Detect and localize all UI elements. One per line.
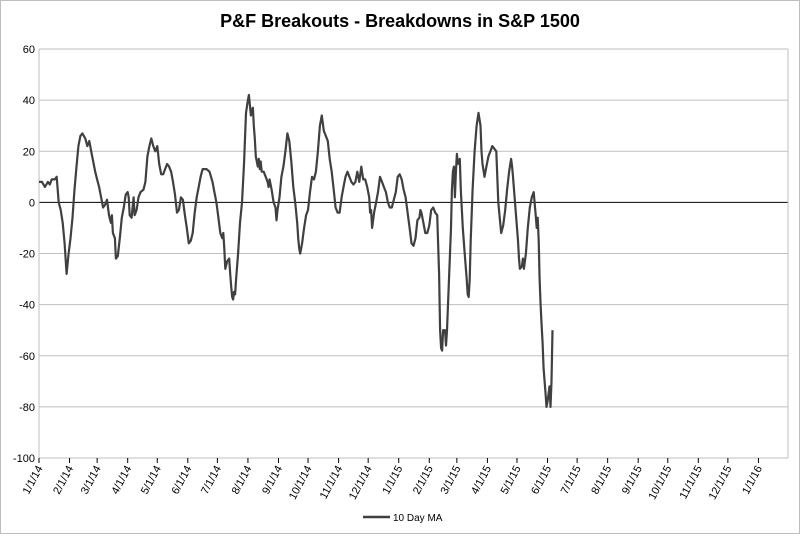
gridlines — [38, 48, 789, 459]
x-tick-label: 1/1/14 — [21, 464, 46, 497]
x-tick-label: 2/1/14 — [51, 464, 76, 497]
x-tick-label: 10/1/14 — [287, 464, 315, 502]
x-tick-label: 12/1/14 — [347, 464, 375, 502]
x-tick-label: 11/1/14 — [318, 464, 345, 501]
x-tick-label: 1/1/16 — [740, 464, 765, 497]
y-tick-label: 40 — [23, 95, 35, 107]
x-axis: 1/1/14 2/1/14 3/1/14 4/1/14 5/1/14 6/1/14 7/1/… — [21, 458, 765, 502]
x-tick-label: 7/1/14 — [199, 464, 224, 497]
x-tick-label: 1/1/15 — [380, 464, 405, 497]
y-tick-label: 60 — [23, 44, 35, 56]
x-tick-label: 7/1/15 — [559, 464, 584, 497]
y-tick-label: -40 — [19, 300, 35, 312]
series-line-10-day-ma — [39, 93, 554, 408]
chart-title: P&F Breakouts - Breakdowns in S&P 1500 — [220, 11, 580, 31]
x-tick-label: 8/1/14 — [230, 464, 255, 497]
x-tick-label: 12/1/15 — [707, 464, 735, 502]
y-tick-label: -20 — [19, 249, 35, 261]
x-tick-label: 4/1/14 — [109, 464, 134, 497]
y-tick-label: -80 — [19, 402, 35, 414]
series-layer — [39, 93, 554, 408]
x-tick-label: 11/1/15 — [678, 464, 705, 501]
legend-label-10-day-ma: 10 Day MA — [393, 513, 443, 524]
y-tick-label: -60 — [19, 351, 35, 363]
y-tick-label: -100 — [13, 453, 35, 465]
x-tick-label: 5/1/14 — [139, 464, 164, 497]
legend: 10 Day MA — [363, 513, 443, 524]
x-tick-label: 5/1/15 — [499, 464, 524, 497]
x-tick-label: 9/1/15 — [620, 464, 645, 497]
y-axis: -100 -80 -60 -40 -20 0 20 40 60 — [13, 44, 35, 465]
x-tick-label: 9/1/14 — [260, 464, 285, 497]
x-tick-label: 3/1/15 — [439, 464, 464, 497]
y-tick-label: 20 — [23, 146, 35, 158]
x-tick-label: 4/1/15 — [469, 464, 494, 497]
x-tick-label: 6/1/14 — [170, 464, 195, 497]
y-tick-label: 0 — [29, 197, 35, 209]
x-tick-label: 3/1/14 — [79, 464, 104, 497]
x-tick-label: 8/1/15 — [589, 464, 614, 497]
x-tick-label: 10/1/15 — [647, 464, 675, 502]
x-tick-label: 2/1/15 — [411, 464, 436, 497]
x-tick-label: 6/1/15 — [529, 464, 554, 497]
